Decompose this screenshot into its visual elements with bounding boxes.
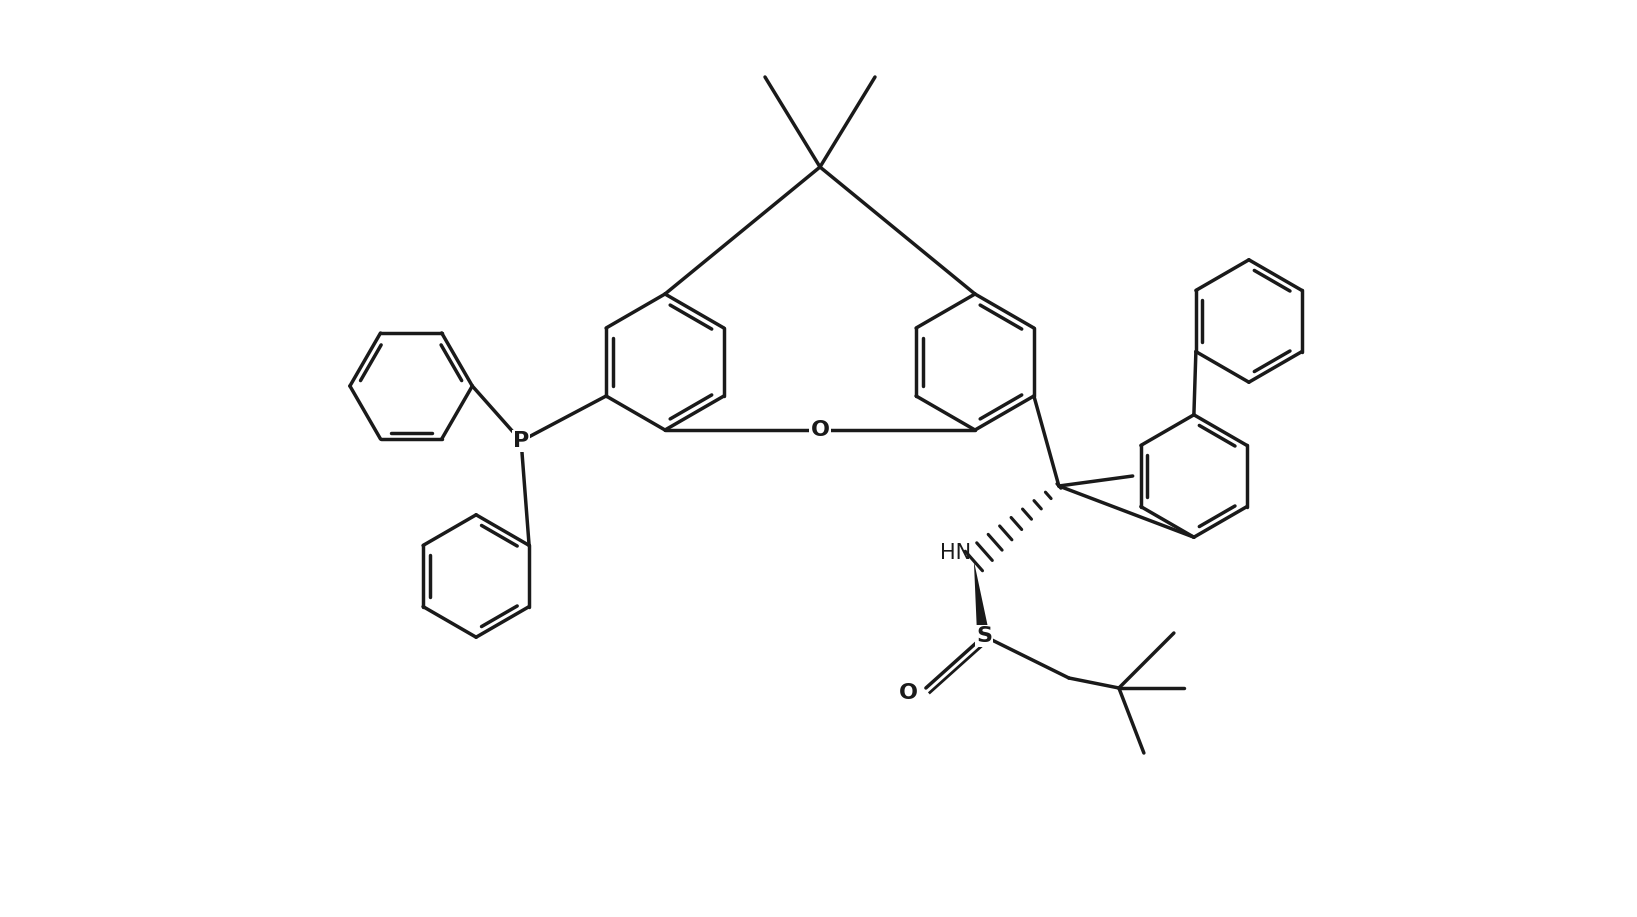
Text: O: O bbox=[899, 683, 917, 703]
Text: S: S bbox=[976, 626, 992, 646]
Text: O: O bbox=[810, 420, 830, 440]
Polygon shape bbox=[974, 561, 990, 641]
Text: HN: HN bbox=[940, 543, 971, 563]
Text: P: P bbox=[512, 431, 529, 451]
